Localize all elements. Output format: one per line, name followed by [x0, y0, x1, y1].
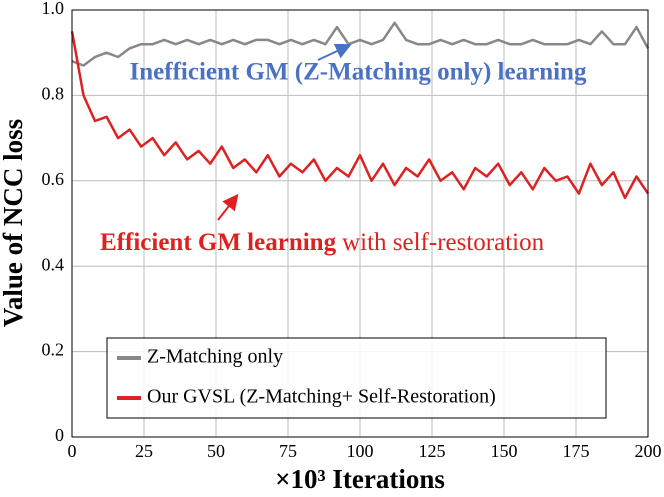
- x-tick-label: 150: [491, 441, 518, 461]
- annotation: Inefficient GM (Z-Matching only) learnin…: [130, 59, 587, 86]
- x-tick-label: 125: [419, 441, 446, 461]
- x-tick-label: 75: [279, 441, 297, 461]
- legend: Z-Matching only Our GVSL (Z-Matching+ Sel…: [106, 337, 607, 419]
- annotation-normal: with self-restoration: [342, 229, 545, 256]
- x-tick-label: 0: [68, 441, 77, 461]
- x-tick-label: 50: [207, 441, 225, 461]
- annotation: Efficient GM learning with self-restorati…: [100, 229, 545, 256]
- x-tick-label: 25: [135, 441, 153, 461]
- annotation-arrow: [317, 43, 352, 61]
- legend-label: Our GVSL (Z-Matching+ Self-Restoration): [147, 386, 496, 408]
- legend-box: [106, 337, 607, 419]
- plot-lines: [70, 21, 650, 200]
- x-tick-label: 200: [635, 441, 662, 461]
- series-line: [70, 31, 650, 200]
- y-axis-label: Value of NCC loss: [0, 119, 28, 327]
- annotation-bold: Efficient GM learning: [100, 229, 337, 256]
- y-tick-label: 0.8: [42, 84, 65, 104]
- y-tick-label: 0.6: [42, 169, 65, 189]
- y-tick-label: 0: [55, 425, 64, 445]
- annotation-arrow: [217, 193, 239, 221]
- legend-label: Z-Matching only: [147, 346, 283, 368]
- y-tick-label: 0.4: [42, 254, 65, 274]
- plot-frame: [71, 9, 649, 438]
- y-tick-label: 0.2: [42, 340, 65, 360]
- x-tick-label: 100: [347, 441, 374, 461]
- y-tick-label: 1.0: [42, 0, 65, 18]
- x-tick-label: 175: [563, 441, 590, 461]
- series-line: [71, 21, 650, 67]
- x-axis-label: ×10³ Iterations: [275, 464, 445, 494]
